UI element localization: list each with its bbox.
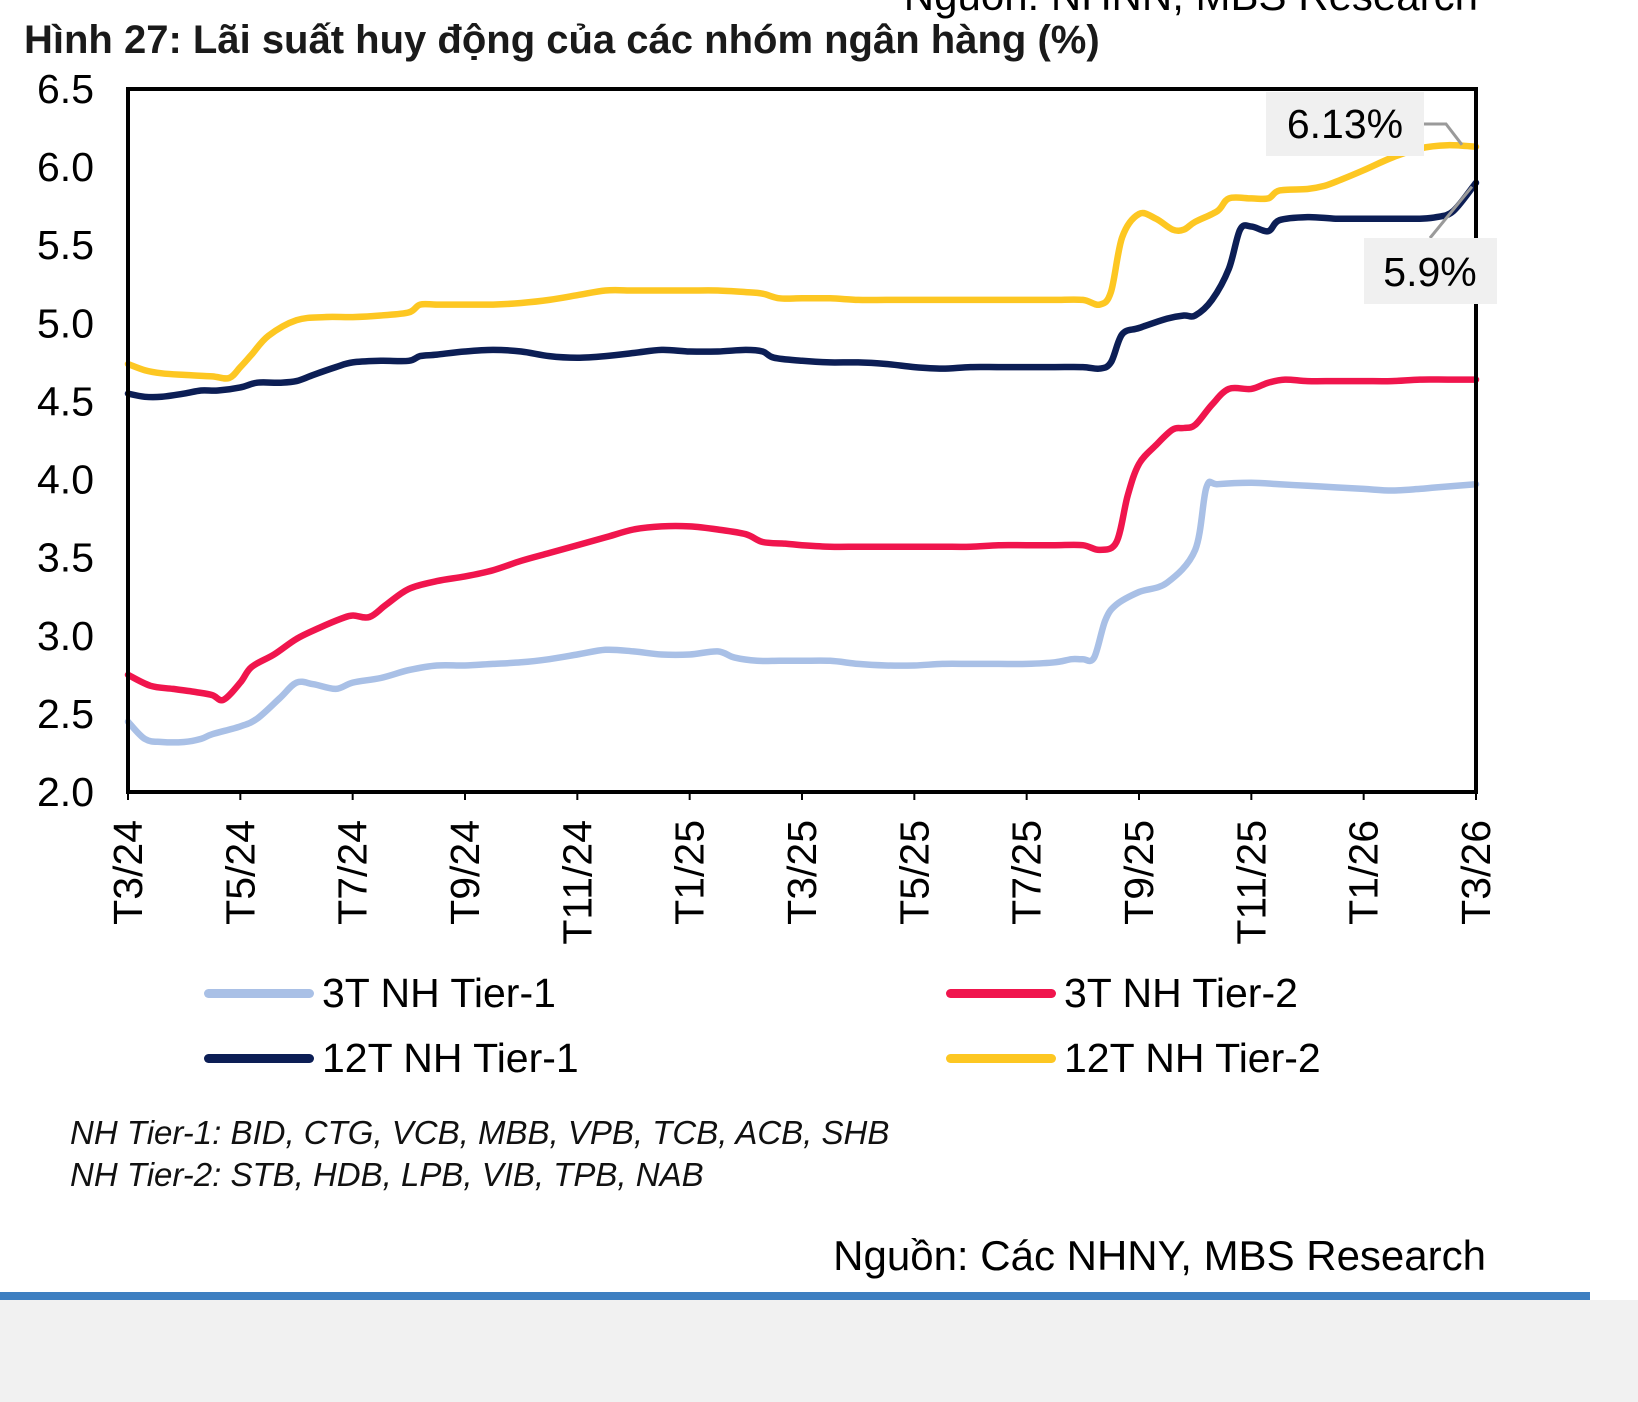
- annotation-leader: [1424, 122, 1464, 146]
- y-tick-label: 6.0: [37, 144, 94, 190]
- footer-accent-bar: [0, 1292, 1590, 1300]
- legend-label: 3T NH Tier-1: [322, 970, 556, 1016]
- legend-item-3t-tier2: 3T NH Tier-2: [946, 970, 1298, 1017]
- x-tick-label: T3/26: [1453, 820, 1499, 925]
- plot-area-frame: [126, 87, 1478, 794]
- y-tick-label: 6.5: [37, 66, 94, 112]
- series-line-3t-nh-tier-1: [124, 478, 1480, 746]
- legend-label: 3T NH Tier-2: [1064, 970, 1298, 1016]
- series-line-12t-nh-tier-1: [124, 179, 1480, 401]
- x-tick-label: T7/24: [330, 820, 376, 925]
- x-tick-label: T11/25: [1228, 820, 1274, 945]
- x-tick-label: T3/24: [105, 820, 151, 925]
- legend-swatch: [946, 1054, 1056, 1063]
- y-tick-label: 2.5: [37, 691, 94, 737]
- x-tick-label: T5/25: [891, 820, 937, 925]
- x-tick-label: T1/25: [667, 820, 713, 925]
- x-tick-label: T1/26: [1341, 820, 1387, 925]
- bank-group-notes: NH Tier-1: BID, CTG, VCB, MBB, VPB, TCB,…: [70, 1112, 889, 1196]
- legend-label: 12T NH Tier-2: [1064, 1035, 1321, 1081]
- x-tick-label: T5/24: [217, 820, 263, 925]
- top-source-text: Nguồn: NHNN, MBS Research: [904, 0, 1478, 20]
- x-tick-label: T9/25: [1116, 820, 1162, 925]
- legend-label: 12T NH Tier-1: [322, 1035, 579, 1081]
- x-tick-label: T11/24: [554, 820, 600, 945]
- y-tick-label: 4.0: [37, 457, 94, 503]
- legend-item-12t-tier2: 12T NH Tier-2: [946, 1035, 1321, 1082]
- series-line-12t-nh-tier-2: [124, 141, 1480, 382]
- legend-swatch: [946, 989, 1056, 998]
- note-tier1: NH Tier-1: BID, CTG, VCB, MBB, VPB, TCB,…: [70, 1114, 890, 1151]
- y-tick-label: 4.5: [37, 378, 94, 424]
- series-line-3t-nh-tier-2: [124, 376, 1480, 704]
- legend-swatch: [204, 989, 314, 998]
- note-tier2: NH Tier-2: STB, HDB, LPB, VIB, TPB, NAB: [70, 1156, 704, 1193]
- legend-item-12t-tier1: 12T NH Tier-1: [204, 1035, 579, 1082]
- legend-swatch: [204, 1054, 314, 1063]
- annotation-label: 6.13%: [1287, 101, 1403, 147]
- source-text: Nguồn: Các NHNY, MBS Research: [833, 1232, 1486, 1279]
- annotation-leader: [1428, 185, 1474, 239]
- annotation-box: [1266, 92, 1424, 156]
- footer-band: [0, 1300, 1638, 1402]
- line-chart: 2.0 2.5 3.0 3.5 4.0 4.5 5.0 5.5 6.0 6.5 T3/24 T5/24…: [37, 66, 1499, 945]
- y-tick-label: 5.5: [37, 222, 94, 268]
- y-tick-label: 5.0: [37, 300, 94, 346]
- y-tick-label: 3.0: [37, 613, 94, 659]
- annotation-label: 5.9%: [1383, 249, 1476, 295]
- x-tick-label: T3/25: [779, 820, 825, 925]
- y-tick-label: 2.0: [37, 769, 94, 815]
- x-tick-label: T7/25: [1004, 820, 1050, 925]
- annotation-box: [1364, 238, 1497, 304]
- figure-title: Hình 27: Lãi suất huy động của các nhóm …: [24, 18, 1100, 62]
- x-tick-label: T9/24: [442, 820, 488, 925]
- y-tick-label: 3.5: [37, 535, 94, 581]
- legend-item-3t-tier1: 3T NH Tier-1: [204, 970, 556, 1017]
